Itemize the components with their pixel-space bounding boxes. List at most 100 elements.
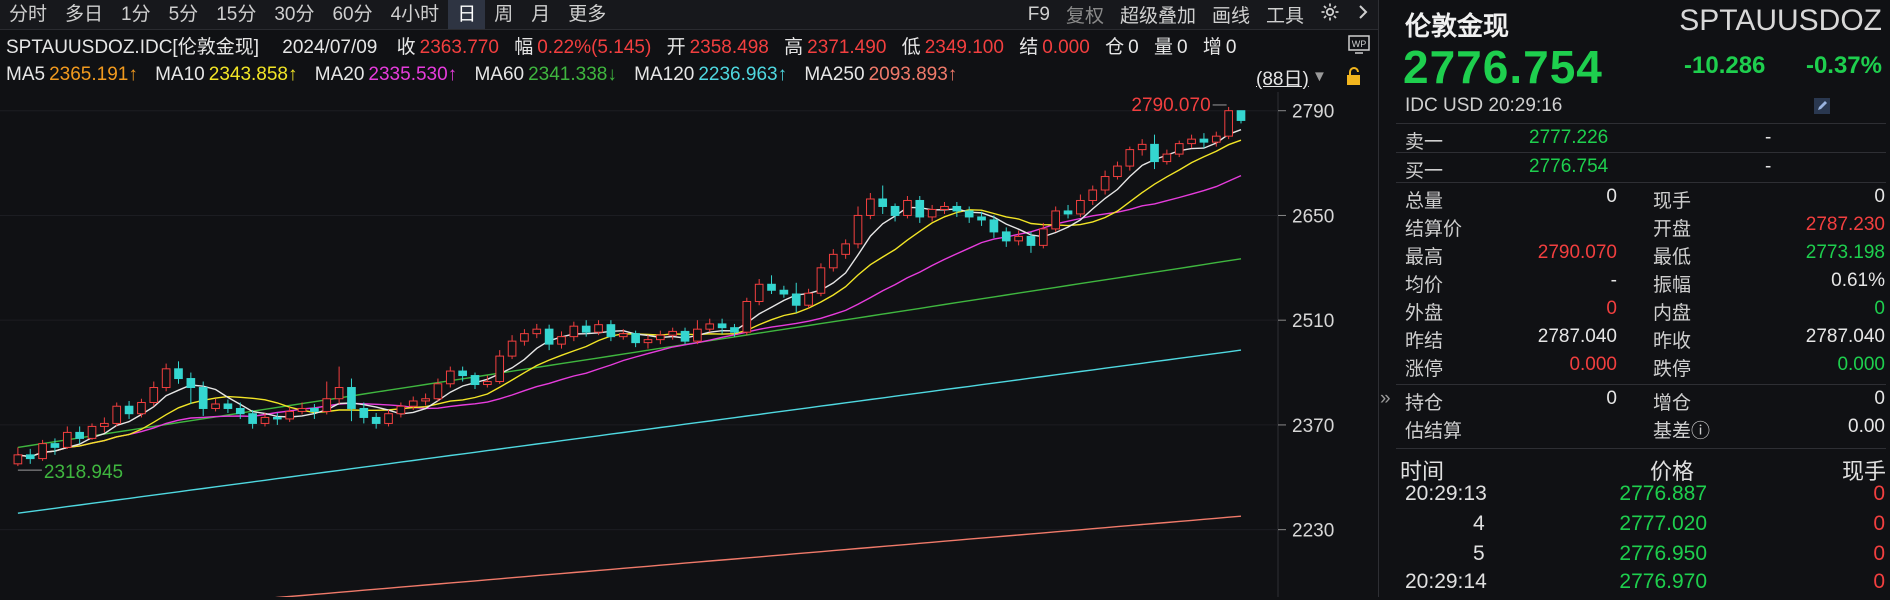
low-label: 低 xyxy=(901,37,921,58)
stat-label: 均价 xyxy=(1405,275,1444,296)
stat-label: 涨停 xyxy=(1405,359,1444,380)
tools-button[interactable]: 工具 xyxy=(1265,6,1304,27)
caret-down-icon[interactable]: ▼ xyxy=(1312,68,1327,85)
tick-row: 20:29:14 2776.970 0 xyxy=(1405,570,1885,600)
y-tick-label: 2790 xyxy=(1292,102,1334,123)
bid-volume: - xyxy=(1765,156,1772,177)
panel-divider xyxy=(1378,0,1379,597)
lock-icon[interactable] xyxy=(1344,66,1364,86)
high-annotation: 2790.070 xyxy=(1131,95,1210,116)
candle-body xyxy=(520,333,529,342)
edit-icon[interactable] xyxy=(1814,98,1830,114)
ask-volume: - xyxy=(1765,127,1772,148)
stat-value: 0 xyxy=(1606,298,1617,319)
candle-body xyxy=(1211,135,1221,143)
bid-price: 2776.754 xyxy=(1529,156,1609,177)
f9-button[interactable]: F9 xyxy=(1027,3,1050,25)
candle-body xyxy=(742,300,752,333)
collapse-panel-icon[interactable]: » xyxy=(1380,388,1391,409)
tab-month[interactable]: 月 xyxy=(531,4,551,25)
adjust-button[interactable]: 复权 xyxy=(1065,6,1104,27)
divider xyxy=(1396,182,1886,183)
tab-60min[interactable]: 60分 xyxy=(332,4,373,25)
candle-body xyxy=(903,199,912,216)
candle-body xyxy=(878,198,888,207)
candle-body xyxy=(557,336,566,345)
tab-5min[interactable]: 5分 xyxy=(168,4,199,25)
candle-body xyxy=(359,407,369,418)
y-tick-label: 2650 xyxy=(1292,206,1334,227)
tab-fenshi[interactable]: 分时 xyxy=(9,4,48,25)
tab-week[interactable]: 周 xyxy=(494,4,514,25)
stat-row: 总量 0 现手 0 xyxy=(1405,186,1885,212)
candle-body xyxy=(322,398,332,412)
candle-body xyxy=(50,443,60,448)
stat-label: 结算价 xyxy=(1405,219,1463,240)
stat-value: 0 xyxy=(1606,388,1617,409)
symbol-label: SPTAUUSDOZ.IDC[伦敦金现] xyxy=(6,37,259,58)
stat-value: 2787.040 xyxy=(1805,326,1885,347)
ma250-value: 2093.893↑ xyxy=(868,64,958,85)
tab-multi-day[interactable]: 多日 xyxy=(65,4,104,25)
tab-more[interactable]: 更多 xyxy=(568,4,607,25)
candle-body xyxy=(260,416,270,424)
candle-body xyxy=(828,253,838,269)
tick-row: 4 2777.020 0 xyxy=(1405,512,1885,542)
tab-1min[interactable]: 1分 xyxy=(121,4,151,25)
oi-label: 仓 xyxy=(1105,37,1125,58)
period-selector[interactable]: (88日) xyxy=(1256,69,1309,90)
candle-body xyxy=(149,387,159,403)
tick-volume: 0 xyxy=(1873,570,1885,593)
candle-body xyxy=(1063,210,1073,215)
stat-value: 0 xyxy=(1874,298,1885,319)
chg-value: 0.22%(5.145) xyxy=(537,37,652,58)
ask-price: 2777.226 xyxy=(1529,127,1609,148)
wp-icon[interactable]: WP xyxy=(1348,35,1370,55)
candle-body xyxy=(927,208,937,218)
tab-15min[interactable]: 15分 xyxy=(216,4,257,25)
stat-label: 跌停 xyxy=(1653,359,1692,380)
tick-time: 4 xyxy=(1473,512,1485,535)
divider xyxy=(1396,448,1886,449)
candle-body xyxy=(174,368,183,380)
candle-body xyxy=(248,413,257,424)
candle-body xyxy=(347,387,356,409)
candle-body xyxy=(458,370,467,377)
ma120-line xyxy=(17,349,1242,514)
stat-label: 总量 xyxy=(1405,191,1444,212)
svg-text:WP: WP xyxy=(1352,39,1367,49)
y-tick-label: 2230 xyxy=(1292,521,1334,542)
ohlc-info-line: SPTAUUSDOZ.IDC[伦敦金现] 2024/07/09 收 2363.77… xyxy=(6,32,1240,58)
candle-body xyxy=(594,324,603,333)
divider xyxy=(1396,384,1886,385)
low-annotation: 2318.945 xyxy=(44,462,123,483)
candle-body xyxy=(137,401,146,415)
candle-body xyxy=(1174,143,1184,155)
inc-value: 0 xyxy=(1225,37,1237,58)
kline-chart[interactable]: 2790 2650 2510 2370 2230 2790.070 2318.945 xyxy=(0,92,1378,597)
stat-value: 2773.198 xyxy=(1805,242,1885,263)
high-label: 高 xyxy=(784,37,804,58)
chevron-right-icon[interactable] xyxy=(1348,3,1378,27)
tick-price: 2776.950 xyxy=(1619,542,1707,565)
tab-4h[interactable]: 4小时 xyxy=(390,4,440,25)
overlay-button[interactable]: 超级叠加 xyxy=(1119,6,1196,27)
candle-body xyxy=(680,330,690,342)
tick-row: 5 2776.950 0 xyxy=(1405,542,1885,572)
ticks-header-vol: 现手 xyxy=(1841,459,1886,484)
candle-body xyxy=(100,422,109,427)
candle-body xyxy=(198,387,208,409)
candle-body xyxy=(655,334,665,341)
ticks-header-time: 时间 xyxy=(1400,459,1445,484)
tab-day[interactable]: 日 xyxy=(448,0,486,29)
date-label: 2024/07/09 xyxy=(282,37,378,58)
bid-row: 买一 2776.754 - xyxy=(1405,156,1885,182)
settings-gear-icon[interactable] xyxy=(1312,2,1348,28)
tab-30min[interactable]: 30分 xyxy=(274,4,315,25)
draw-button[interactable]: 画线 xyxy=(1211,6,1250,27)
candle-body xyxy=(544,328,554,345)
ma10-value: 2343.858↑ xyxy=(208,64,298,85)
stat-label: 内盘 xyxy=(1653,303,1692,324)
ma20-label: MA20 xyxy=(314,64,365,85)
stat-row: 持仓 0 增仓 0 xyxy=(1405,388,1885,414)
